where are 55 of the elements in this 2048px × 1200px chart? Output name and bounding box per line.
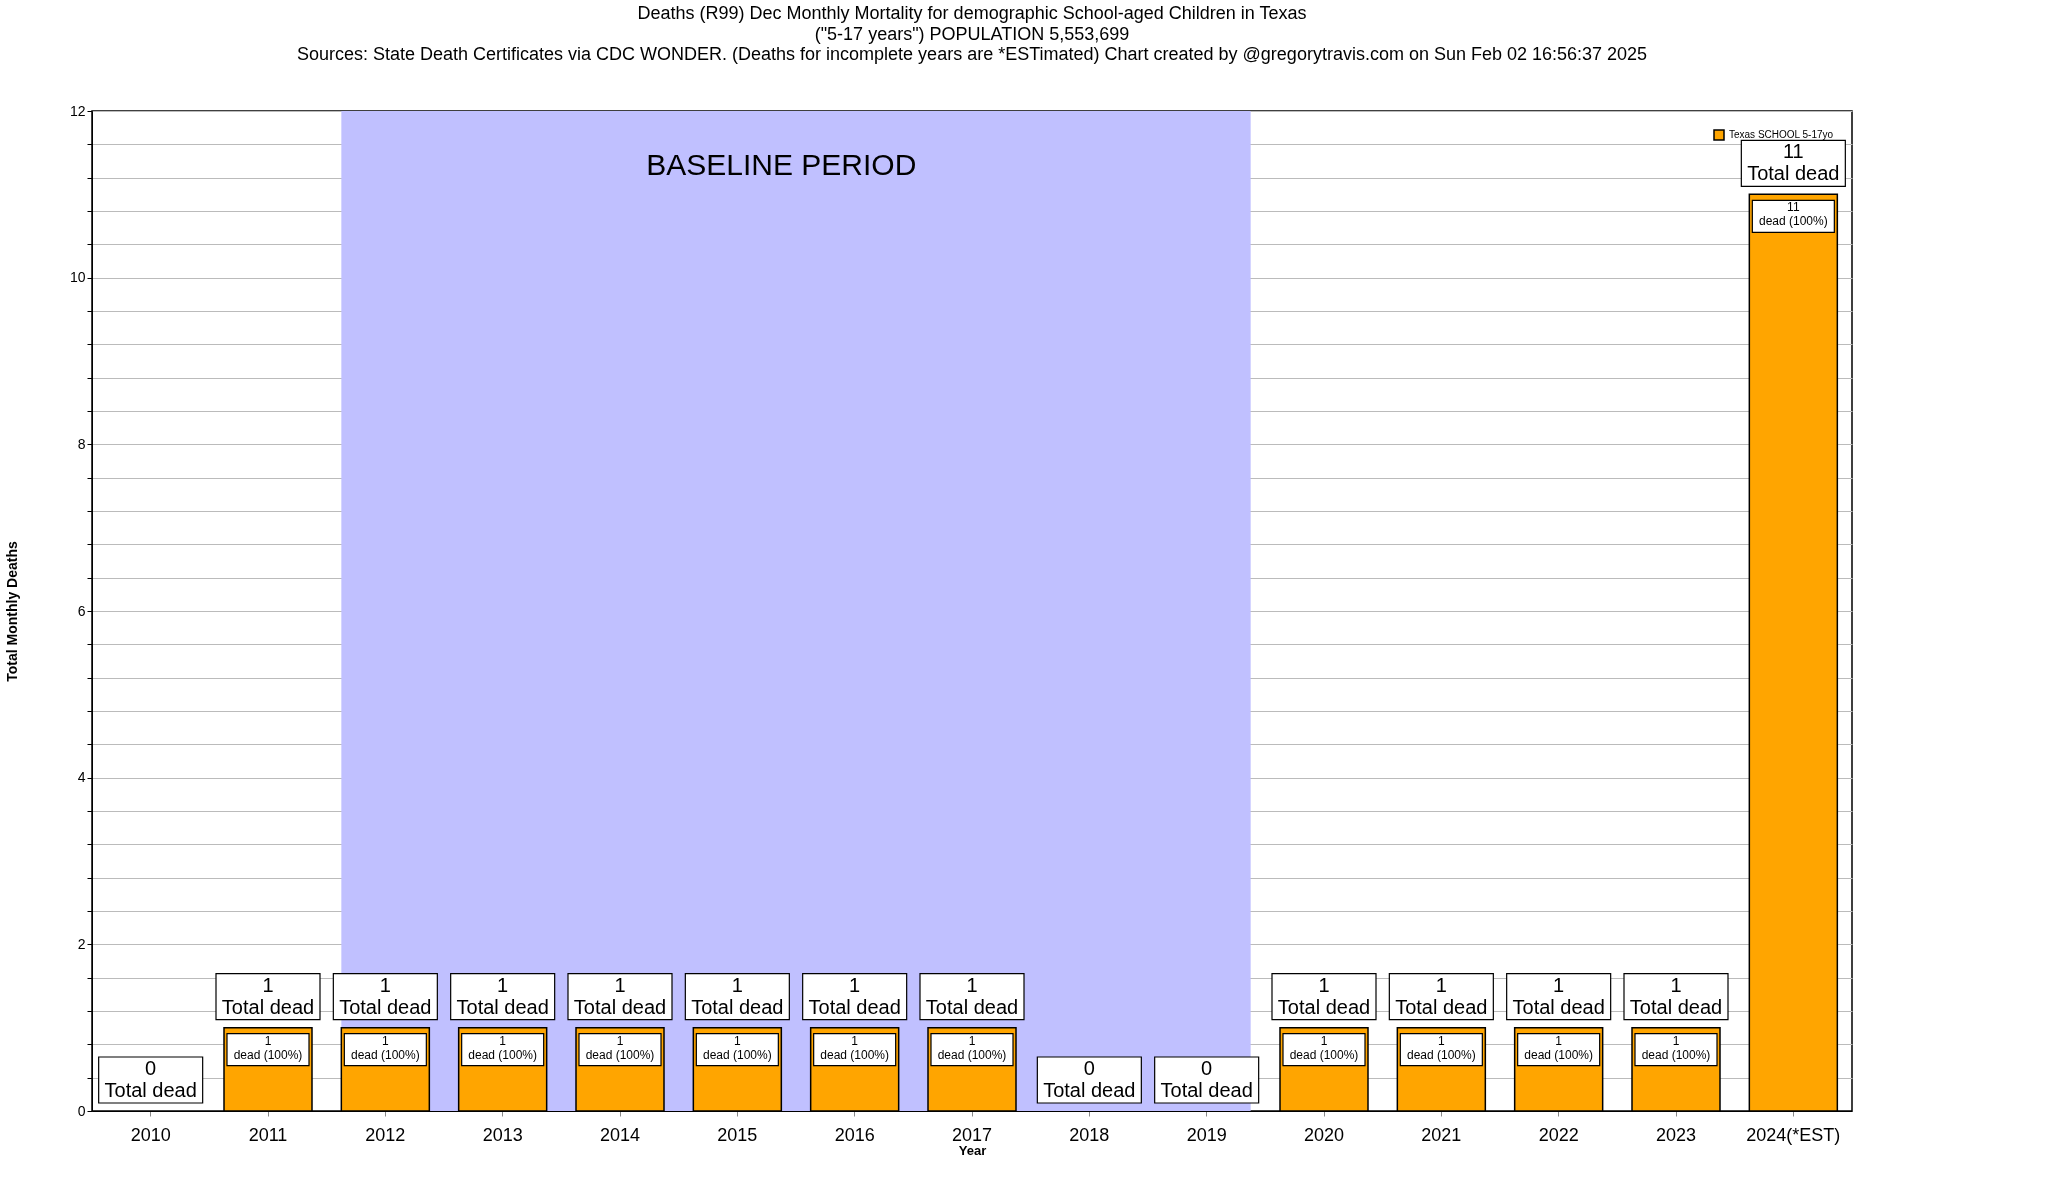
x-tick-label: 2022 [1538, 1124, 1579, 1145]
text: 1 Total dead [925, 973, 1019, 1018]
text: 1 Total dead [691, 973, 784, 1018]
text: 11 Total dead [1747, 140, 1840, 185]
x-tick-label: 2014 [599, 1124, 641, 1145]
x-tick-label: 2023 [1655, 1124, 1697, 1145]
y-tick-label: 6 [77, 602, 86, 619]
y-tick-label: 4 [77, 769, 86, 786]
text: 1 Total dead [1277, 973, 1371, 1018]
x-tick-label: 2011 [248, 1124, 288, 1145]
chart-subtitle: ("5-17 years") POPULATION 5,553,699 Sources: State Death Certificates via CDC WONDER. (Deaths for incomplete years are *ESTimated) Chart created by @gregorytravis.com on Sun Feb 02 16:56:37 2025 [296, 24, 1648, 64]
annotation: 1 dead (100%) [937, 1033, 1007, 1062]
annotation: 1 dead (100%) [350, 1033, 420, 1062]
legend-label: Texas SCHOOL 5-17yo [1729, 129, 1834, 140]
text: 1 Total dead [808, 973, 901, 1018]
x-tick-label: 2010 [130, 1124, 171, 1145]
text: 1 Total dead [1395, 973, 1488, 1018]
chart-title: Deaths (R99) Dec Monthly Mortality for demographic School-aged Children in Texas [637, 3, 1307, 23]
x-tick-label: 2024(*EST) [1746, 1124, 1841, 1145]
band-label: BASELINE PERIOD [646, 148, 917, 181]
y-axis-title: Total Monthly Deaths [3, 541, 20, 682]
text: 0 Total dead [104, 1057, 197, 1101]
x-tick-label: 2013 [482, 1124, 523, 1145]
text: 1 Total dead [573, 973, 667, 1018]
text: 1 Total dead [339, 973, 432, 1018]
text: 0 Total dead [1160, 1057, 1253, 1101]
x-tick-label: 2012 [365, 1124, 406, 1145]
y-tick-label: 12 [69, 102, 86, 119]
x-tick-label: 2019 [1186, 1124, 1227, 1145]
annotation: 11 dead (100%) [1758, 200, 1828, 229]
annotation: 1 dead (100%) [233, 1033, 303, 1062]
y-tick-label: 10 [69, 269, 86, 286]
annotation: 1 dead (100%) [1524, 1033, 1594, 1062]
annotation: 1 dead (100%) [1406, 1033, 1476, 1062]
text: 1 Total dead [1629, 973, 1723, 1018]
x-tick-label: 2020 [1303, 1124, 1345, 1145]
y-tick-label: 0 [77, 1102, 86, 1119]
x-tick-label: 2017 [951, 1124, 993, 1145]
x-tick-label: 2021 [1421, 1124, 1462, 1145]
text: 1 Total dead [456, 973, 549, 1018]
annotation: 1 dead (100%) [820, 1033, 890, 1062]
x-axis-title: Year [958, 1142, 987, 1158]
annotation: 1 dead (100%) [468, 1033, 538, 1062]
annotation: 1 dead (100%) [702, 1033, 772, 1062]
x-tick-label: 2015 [717, 1124, 758, 1145]
annotation: 1 dead (100%) [585, 1033, 655, 1062]
annotation: 1 dead (100%) [1641, 1033, 1711, 1062]
y-tick-label: 2 [77, 935, 86, 952]
y-tick-label: 8 [77, 435, 86, 452]
x-tick-label: 2016 [834, 1124, 875, 1145]
text: 1 Total dead [1512, 973, 1605, 1018]
annotation: 1 dead (100%) [1289, 1033, 1359, 1062]
text: 1 Total dead [221, 973, 315, 1018]
x-tick-label: 2018 [1069, 1124, 1110, 1145]
text: 0 Total dead [1043, 1057, 1136, 1101]
